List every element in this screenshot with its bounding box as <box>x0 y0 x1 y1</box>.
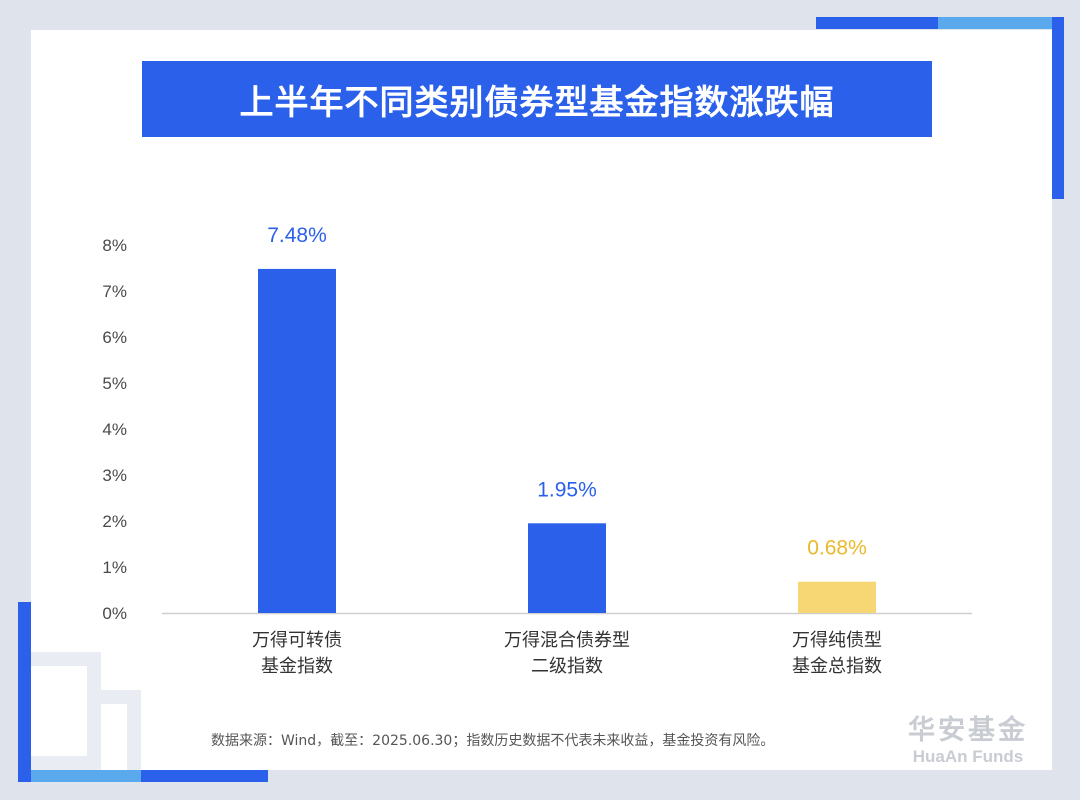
frame-top-accent-light <box>936 17 1054 29</box>
data-label: 1.95% <box>537 478 597 501</box>
y-tick-label: 7% <box>102 282 127 301</box>
x-category-label: 万得可转债 <box>252 630 342 651</box>
y-tick-label: 6% <box>102 328 127 347</box>
huaan-logo: 华安基金 HuaAn Funds <box>898 716 1038 768</box>
page-title: 上半年不同类别债券型基金指数涨跌幅 <box>239 82 835 123</box>
decor-square-small <box>101 690 141 770</box>
frame-right-accent <box>1052 17 1064 199</box>
frame-top-accent <box>816 17 938 29</box>
y-tick-label: 1% <box>102 558 127 577</box>
y-tick-label: 4% <box>102 420 127 439</box>
logo-english: HuaAn Funds <box>912 747 1024 766</box>
y-tick-label: 5% <box>102 374 127 393</box>
logo-chinese: 华安基金 <box>908 715 1028 746</box>
source-footnote: 数据来源：Wind，截至：2025.06.30；指数历史数据不代表未来收益，基金… <box>211 733 775 749</box>
x-category-label: 万得纯债型 <box>792 630 882 651</box>
chart-card <box>31 30 1052 770</box>
bar <box>528 523 606 613</box>
bar <box>258 268 336 613</box>
y-tick-label: 8% <box>102 236 127 255</box>
y-tick-label: 3% <box>102 466 127 485</box>
data-label: 7.48% <box>267 224 327 247</box>
x-category-label: 万得混合债券型 <box>504 630 630 651</box>
title-banner: 上半年不同类别债券型基金指数涨跌幅 <box>142 61 932 137</box>
x-category-label: 二级指数 <box>531 656 603 677</box>
x-category-label: 基金总指数 <box>792 656 882 677</box>
frame-left-accent <box>18 602 31 782</box>
data-label: 0.68% <box>807 537 867 560</box>
frame-bottom-accent-light <box>31 770 141 782</box>
y-tick-label: 2% <box>102 512 127 531</box>
y-tick-label: 0% <box>102 604 127 623</box>
bar <box>798 581 876 613</box>
decor-square-large <box>31 652 101 770</box>
x-category-label: 基金指数 <box>261 656 333 677</box>
